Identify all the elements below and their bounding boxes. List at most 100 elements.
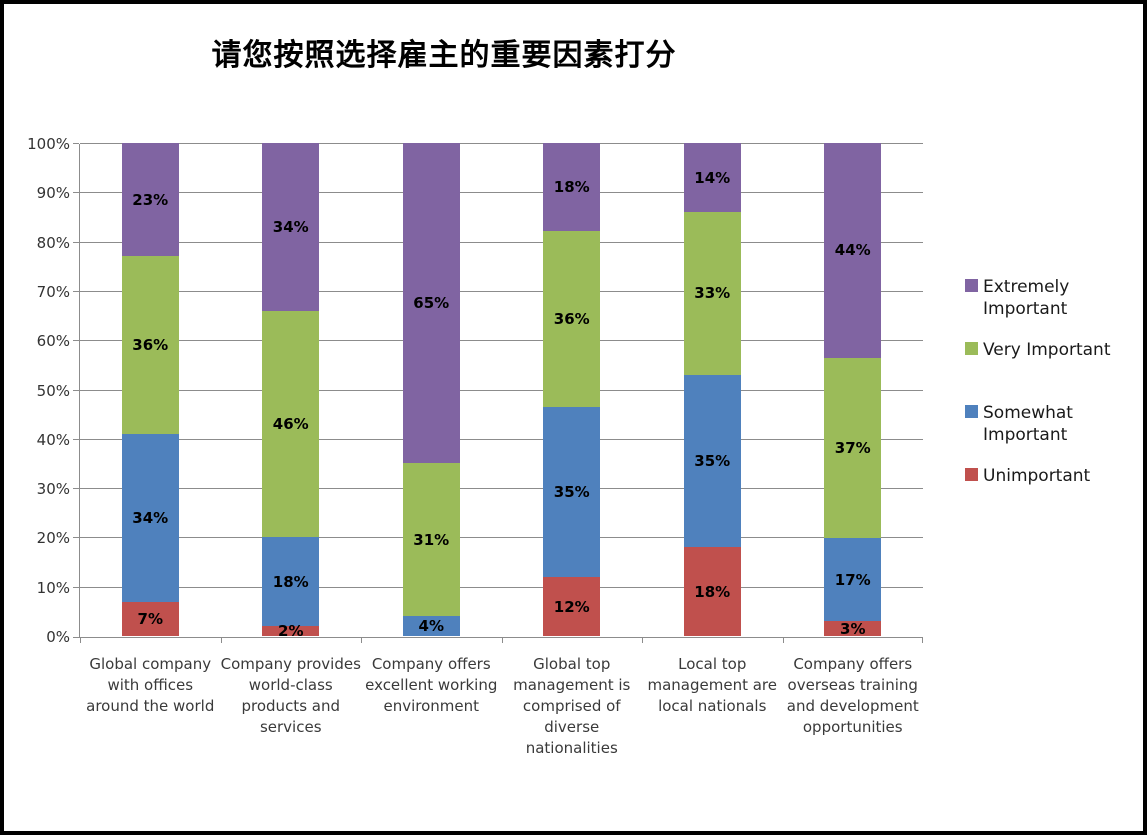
y-axis-tick bbox=[73, 340, 79, 342]
bar-segment-extremely-important bbox=[683, 143, 741, 213]
data-label: 35% bbox=[553, 483, 590, 502]
legend-item-somewhat-important: Somewhat Important bbox=[965, 402, 1123, 446]
y-axis-label: 100% bbox=[27, 135, 70, 153]
x-axis-category-label: Company offers overseas training and dev… bbox=[786, 655, 919, 736]
x-axis-category-label: Company provides world-class products an… bbox=[220, 655, 361, 736]
data-label: 18% bbox=[694, 582, 731, 601]
legend-swatch bbox=[965, 279, 978, 292]
data-label: 18% bbox=[272, 572, 309, 591]
bar-segment-somewhat-important bbox=[824, 538, 882, 622]
legend-item-extremely-important: Extremely Important bbox=[965, 276, 1123, 320]
x-axis-tick bbox=[361, 638, 362, 643]
bar-segment-very-important bbox=[824, 357, 882, 539]
gridline bbox=[80, 340, 923, 342]
x-axis-category-label: Global top management is comprised of di… bbox=[513, 655, 631, 757]
x-axis-line bbox=[79, 637, 923, 638]
bar-segment-somewhat-important bbox=[543, 406, 601, 578]
y-axis-label: 80% bbox=[36, 233, 70, 252]
data-label: 18% bbox=[553, 177, 590, 196]
y-axis-label: 20% bbox=[36, 529, 70, 548]
data-label: 4% bbox=[418, 617, 444, 636]
x-axis-tick bbox=[922, 638, 923, 643]
gridline bbox=[80, 241, 923, 243]
x-axis-tick bbox=[642, 638, 643, 643]
y-axis-label: 60% bbox=[36, 332, 70, 351]
data-label: 65% bbox=[413, 294, 450, 313]
bar-1: 2% 18% 46% 34% bbox=[262, 143, 320, 640]
gridline bbox=[80, 537, 923, 539]
data-label: 7% bbox=[137, 609, 163, 628]
legend-label: Extremely Important bbox=[983, 277, 1070, 319]
data-label: 37% bbox=[834, 439, 871, 458]
data-label: 35% bbox=[694, 452, 731, 470]
data-label: 36% bbox=[132, 336, 169, 355]
y-axis-tick bbox=[73, 192, 79, 194]
bar-segment-extremely-important bbox=[824, 143, 882, 358]
bar-segment-unimportant bbox=[824, 621, 882, 636]
bar-2: 4% 31% 65% bbox=[402, 143, 460, 636]
legend-swatch bbox=[965, 342, 978, 355]
data-label: 34% bbox=[272, 217, 309, 236]
bar-5: 3% 17% 37% 44% bbox=[824, 143, 882, 638]
chart-title: 请您按照选择雇主的重要因素打分 bbox=[211, 38, 677, 73]
data-label: 2% bbox=[278, 622, 304, 641]
data-label: 46% bbox=[272, 415, 309, 434]
bar-3: 12% 35% 36% 18% bbox=[543, 143, 601, 636]
bar-segment-very-important bbox=[262, 310, 320, 538]
data-label: 3% bbox=[840, 619, 866, 638]
y-axis-label: 10% bbox=[36, 578, 70, 597]
bar-segment-very-important bbox=[543, 230, 601, 407]
gridline bbox=[80, 438, 923, 440]
legend-item-unimportant: Unimportant bbox=[965, 465, 1123, 487]
data-label: 33% bbox=[694, 284, 731, 303]
y-axis-tick bbox=[73, 389, 79, 391]
gridline bbox=[80, 488, 923, 490]
x-axis-tick bbox=[783, 638, 784, 643]
y-axis-tick bbox=[73, 586, 79, 588]
bar-4: 18% 35% 33% 14% bbox=[683, 143, 741, 636]
data-label: 44% bbox=[834, 241, 871, 260]
x-axis-tick bbox=[80, 638, 81, 643]
y-axis-tick bbox=[73, 438, 79, 440]
legend-swatch bbox=[965, 405, 978, 418]
x-axis-tick bbox=[502, 638, 503, 643]
y-axis-line bbox=[79, 144, 80, 638]
gridline bbox=[80, 143, 923, 144]
y-axis-tick bbox=[73, 290, 79, 292]
legend-label: Very Important bbox=[983, 340, 1111, 360]
x-axis-category-label: Local top management are local nationals bbox=[647, 655, 777, 715]
bar-segment-somewhat-important bbox=[262, 537, 320, 627]
bar-segment-very-important bbox=[402, 463, 460, 617]
data-label: 12% bbox=[553, 597, 590, 616]
gridline bbox=[80, 586, 923, 588]
bar-segment-extremely-important bbox=[543, 143, 601, 231]
bar-segment-somewhat-important bbox=[121, 433, 179, 602]
data-label: 31% bbox=[413, 530, 450, 549]
bar-segment-very-important bbox=[683, 212, 741, 375]
y-axis-tick bbox=[73, 537, 79, 539]
y-axis-label: 70% bbox=[36, 282, 70, 301]
y-axis-tick bbox=[73, 143, 79, 144]
bar-0: 7% 34% 36% 23% bbox=[121, 143, 179, 636]
gridline bbox=[80, 389, 923, 391]
bar-segment-unimportant bbox=[683, 547, 741, 636]
x-axis-category-label: Global company with offices around the w… bbox=[86, 655, 215, 715]
legend-label: Somewhat Important bbox=[983, 403, 1073, 445]
bar-segment-somewhat-important bbox=[683, 374, 741, 548]
data-label: 36% bbox=[553, 309, 590, 328]
bar-segment-extremely-important bbox=[262, 143, 320, 311]
bar-segment-unimportant bbox=[543, 577, 601, 636]
data-label: 23% bbox=[132, 190, 169, 209]
bar-segment-extremely-important bbox=[402, 143, 460, 464]
legend-item-very-important: Very Important bbox=[965, 339, 1123, 361]
legend-swatch bbox=[965, 468, 978, 481]
y-axis-tick bbox=[73, 488, 79, 490]
bar-segment-unimportant bbox=[121, 601, 179, 636]
data-label: 34% bbox=[132, 508, 169, 527]
data-label: 17% bbox=[834, 570, 871, 589]
y-axis-label: 0% bbox=[46, 628, 70, 646]
x-axis-category-label: Company offers excellent working environ… bbox=[365, 655, 498, 715]
bar-segment-very-important bbox=[121, 256, 179, 434]
bar-segment-unimportant bbox=[262, 626, 320, 636]
